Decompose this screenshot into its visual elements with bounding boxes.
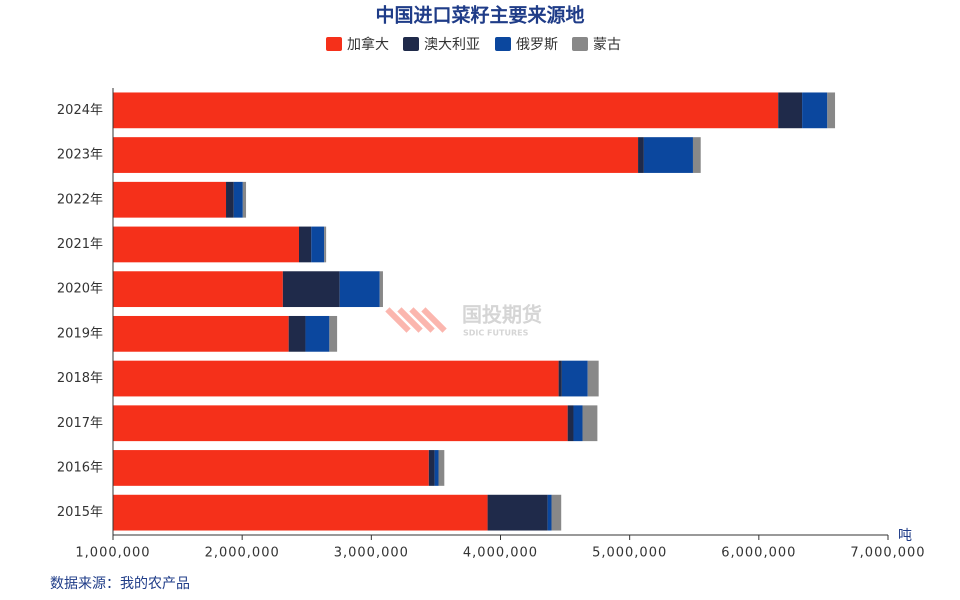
bar-segment (113, 360, 559, 397)
legend-label: 俄罗斯 (516, 37, 558, 53)
x-tick-label: 4,000,000 (463, 546, 538, 561)
bar-segment (339, 271, 380, 308)
bar-segment (561, 360, 588, 397)
legend-swatch (326, 37, 342, 51)
y-tick-label: 2020年 (57, 282, 103, 297)
legend-label: 澳大利亚 (424, 37, 480, 53)
y-tick-label: 2024年 (57, 103, 103, 118)
bar-segment (582, 405, 598, 442)
legend-label: 蒙古 (593, 37, 621, 53)
bar-segment (113, 271, 283, 308)
bar-segment (638, 137, 644, 173)
y-tick-label: 2017年 (57, 416, 103, 431)
y-tick-label: 2022年 (57, 192, 103, 207)
source-note: 数据来源：我的农产品 (50, 576, 190, 592)
bar-segment (288, 315, 306, 352)
bar-segment (113, 92, 779, 129)
watermark: 国投期货 SDIC FUTURES (385, 303, 542, 338)
x-tick-label: 3,000,000 (334, 546, 409, 561)
legend-swatch (572, 37, 588, 51)
legend-swatch (495, 37, 511, 51)
bar-segment (113, 226, 299, 263)
legend-swatch (403, 37, 419, 51)
bar-segment (282, 271, 340, 308)
y-tick-label: 2019年 (57, 326, 103, 341)
bar-segment (692, 137, 701, 173)
legend-label: 加拿大 (347, 36, 389, 53)
watermark-sub: SDIC FUTURES (463, 329, 529, 338)
bar-segment (233, 181, 243, 218)
x-tick-label: 5,000,000 (592, 546, 667, 561)
bar-segment (551, 494, 562, 531)
bar-segment (113, 405, 568, 442)
bar-segment (827, 92, 836, 129)
x-unit: 吨 (898, 528, 912, 544)
bar-segment (226, 181, 234, 218)
watermark-text: 国投期货 (462, 303, 542, 327)
bar-segment (438, 450, 445, 486)
y-tick-label: 2021年 (57, 237, 103, 252)
x-tick-label: 2,000,000 (205, 546, 280, 561)
bar-segment (324, 226, 327, 263)
bar-segment (299, 226, 312, 263)
x-tick-label: 1,000,000 (75, 546, 150, 561)
bar-segment (379, 271, 383, 308)
x-tick-label: 6,000,000 (721, 546, 796, 561)
bar-segment (547, 494, 552, 531)
bar-segment (778, 92, 803, 129)
chart-title: 中国进口菜籽主要来源地 (375, 4, 584, 27)
bar-segment (113, 181, 227, 218)
bar-segment (487, 494, 548, 531)
bar-segment (329, 315, 338, 352)
bar-segment (428, 450, 435, 486)
bar-segment (434, 450, 439, 486)
bar-segment (802, 92, 828, 129)
bar-segment (242, 181, 247, 218)
bar-segment (558, 360, 562, 397)
y-tick-label: 2015年 (57, 505, 103, 520)
bar-segment (587, 360, 599, 397)
y-tick-label: 2018年 (57, 371, 103, 386)
bar-segment (643, 137, 693, 173)
bar-segment (113, 315, 289, 352)
bar-segment (113, 494, 488, 531)
bar-segment (567, 405, 574, 442)
bar-segment (305, 315, 330, 352)
bar-segment (573, 405, 583, 442)
bar-segment (311, 226, 325, 263)
x-tick-label: 7,000,000 (850, 546, 925, 561)
bar-segment (113, 450, 429, 486)
y-tick-label: 2023年 (57, 148, 103, 163)
y-tick-label: 2016年 (57, 460, 103, 475)
bar-segment (113, 137, 639, 173)
